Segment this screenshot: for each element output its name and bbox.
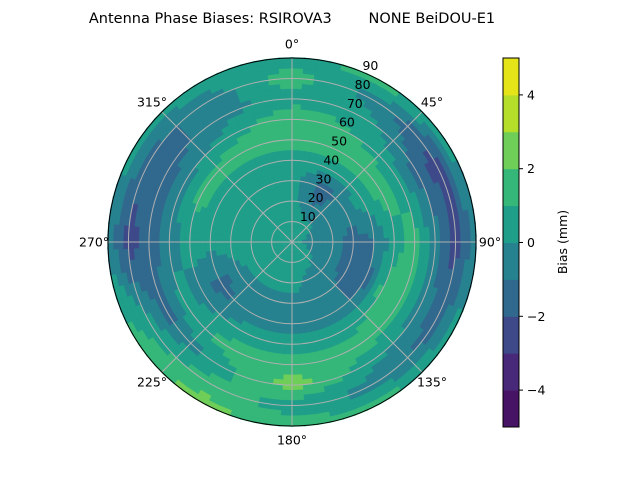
r-tick-label: 50 bbox=[331, 134, 347, 149]
colorbar-band bbox=[503, 95, 519, 132]
colorbar-band bbox=[503, 206, 519, 243]
colorbar-tick-label: 0 bbox=[527, 235, 535, 250]
r-tick-label: 30 bbox=[316, 171, 332, 186]
colorbar-tick-label: −2 bbox=[527, 309, 545, 324]
r-tick-label: 20 bbox=[308, 190, 324, 205]
colorbar-tick-label: −4 bbox=[527, 383, 545, 398]
theta-tick-label: 45° bbox=[421, 94, 443, 109]
colorbar-band bbox=[503, 279, 519, 316]
theta-tick-label: 270° bbox=[79, 235, 109, 250]
colorbar-tick-label: 4 bbox=[527, 87, 535, 102]
colorbar-label: Bias (mm) bbox=[555, 210, 570, 274]
r-tick-label: 10 bbox=[300, 209, 316, 224]
r-tick-label: 90 bbox=[362, 58, 378, 73]
r-tick-label: 40 bbox=[323, 152, 339, 167]
colorbar-band bbox=[503, 390, 519, 427]
colorbar-band bbox=[503, 353, 519, 390]
theta-tick-label: 315° bbox=[137, 94, 167, 109]
colorbar-band bbox=[503, 58, 519, 95]
polar-grid bbox=[108, 58, 476, 426]
colorbar-band bbox=[503, 132, 519, 169]
colorbar: 4 2 0 −2 −4 bbox=[503, 58, 545, 428]
theta-tick-label: 180° bbox=[277, 433, 307, 448]
theta-tick-label: 0° bbox=[285, 37, 299, 52]
r-tick-label: 70 bbox=[347, 96, 363, 111]
chart-title: Antenna Phase Biases: RSIROVA3 NONE BeiD… bbox=[89, 11, 495, 27]
theta-tick-label: 135° bbox=[417, 375, 447, 390]
r-tick-label: 80 bbox=[355, 77, 371, 92]
colorbar-band bbox=[503, 316, 519, 353]
theta-tick-label: 225° bbox=[137, 375, 167, 390]
colorbar-band bbox=[503, 243, 519, 280]
colorbar-band bbox=[503, 169, 519, 206]
r-tick-label: 60 bbox=[339, 115, 355, 130]
colorbar-tick-label: 2 bbox=[527, 161, 535, 176]
theta-tick-label: 90° bbox=[479, 235, 501, 250]
